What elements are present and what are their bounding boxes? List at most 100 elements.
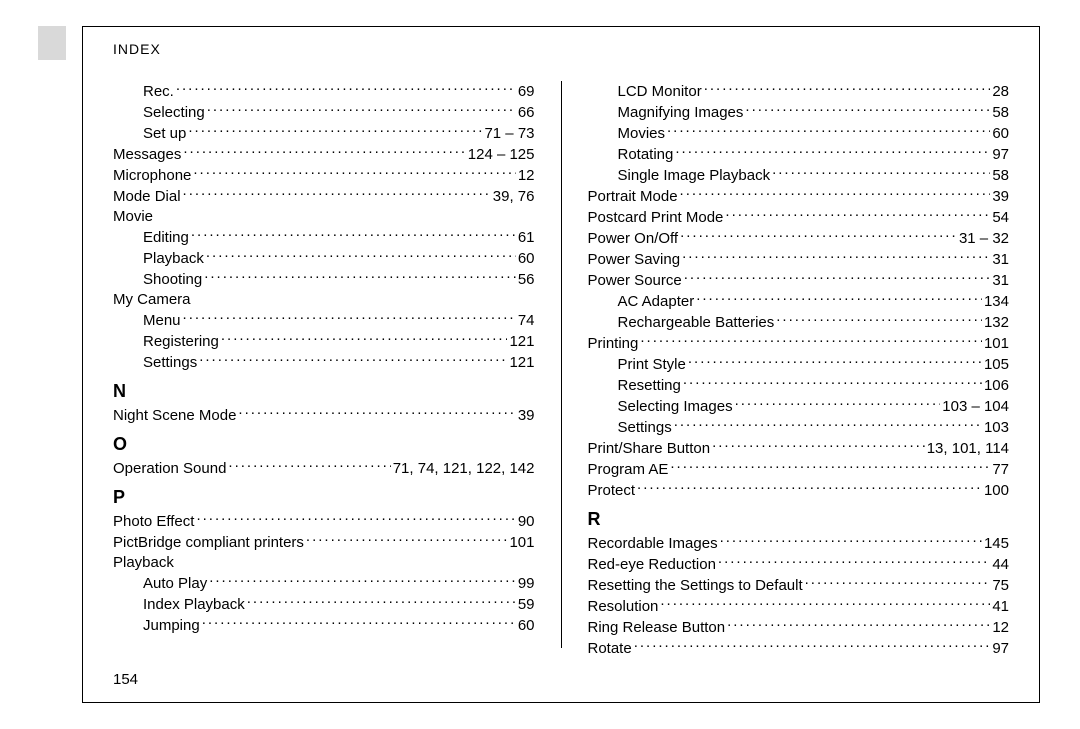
leader-dots: [238, 405, 515, 420]
leader-dots: [637, 480, 982, 495]
index-entry: Menu74: [113, 310, 535, 331]
leader-dots: [183, 310, 516, 325]
entry-page: 77: [992, 460, 1009, 480]
leader-dots: [727, 617, 990, 632]
entry-page: 121: [509, 332, 534, 352]
index-entry: Selecting Images103 – 104: [588, 396, 1010, 417]
tab-column: [0, 0, 82, 729]
index-entry: Protect100: [588, 480, 1010, 501]
index-entry: Playback: [113, 553, 535, 573]
index-entry: Recordable Images145: [588, 533, 1010, 554]
leader-dots: [674, 417, 982, 432]
index-entry: Resetting the Settings to Default75: [588, 575, 1010, 596]
leader-dots: [228, 458, 390, 473]
index-entry: Movies60: [588, 123, 1010, 144]
entry-label: Resetting: [618, 376, 681, 396]
index-entry: Magnifying Images 58: [588, 102, 1010, 123]
entry-page: 41: [992, 597, 1009, 617]
entry-label: Playback: [113, 553, 174, 573]
index-entry: Selecting66: [113, 102, 535, 123]
index-entry: Jumping60: [113, 615, 535, 636]
index-entry: Ring Release Button12: [588, 617, 1010, 638]
index-entry: Power Saving 31: [588, 249, 1010, 270]
entry-page: 132: [984, 313, 1009, 333]
entry-page: 145: [984, 534, 1009, 554]
leader-dots: [720, 533, 982, 548]
entry-label: Rechargeable Batteries: [618, 313, 775, 333]
index-entry: Registering121: [113, 331, 535, 352]
leader-dots: [193, 165, 515, 180]
page-number: 154: [113, 671, 138, 688]
index-entry: Rechargeable Batteries 132: [588, 312, 1010, 333]
entry-page: 97: [992, 639, 1009, 659]
index-entry: Single Image Playback58: [588, 165, 1010, 186]
entry-page: 60: [518, 249, 535, 269]
index-entry: Operation Sound71, 74, 121, 122, 142: [113, 458, 535, 479]
entry-page: 106: [984, 376, 1009, 396]
entry-page: 101: [984, 334, 1009, 354]
entry-label: Shooting: [143, 270, 202, 290]
entry-label: Movie: [113, 207, 153, 227]
right-column: LCD Monitor28Magnifying Images 58Movies60…: [561, 81, 1010, 648]
entry-page: 54: [992, 208, 1009, 228]
entry-label: Rotate: [588, 639, 632, 659]
leader-dots: [183, 186, 491, 201]
index-entry: Mode Dial39, 76: [113, 186, 535, 207]
leader-dots: [776, 312, 982, 327]
entry-label: AC Adapter: [618, 292, 695, 312]
entry-page: 31: [992, 250, 1009, 270]
index-entry: Rec.69: [113, 81, 535, 102]
entry-label: Power On/Off: [588, 229, 679, 249]
entry-label: Power Source: [588, 271, 682, 291]
entry-label: Playback: [143, 249, 204, 269]
entry-page: 59: [518, 595, 535, 615]
entry-label: Selecting: [143, 103, 205, 123]
entry-label: Print Style: [618, 355, 686, 375]
entry-page: 61: [518, 228, 535, 248]
entry-label: Portrait Mode: [588, 187, 678, 207]
index-entry: Editing61: [113, 227, 535, 248]
entry-label: Power Saving: [588, 250, 681, 270]
leader-dots: [675, 144, 990, 159]
leader-dots: [196, 511, 515, 526]
entry-page: 60: [518, 616, 535, 636]
index-header: INDEX: [113, 41, 1009, 57]
entry-page: 12: [518, 166, 535, 186]
index-entry: Print Style 105: [588, 354, 1010, 375]
entry-page: 28: [992, 82, 1009, 102]
entry-page: 134: [984, 292, 1009, 312]
index-entry: Postcard Print Mode54: [588, 207, 1010, 228]
entry-page: 39: [992, 187, 1009, 207]
index-entry: Microphone12: [113, 165, 535, 186]
entry-page: 58: [992, 103, 1009, 123]
entry-label: Photo Effect: [113, 512, 194, 532]
entry-page: 101: [509, 533, 534, 553]
entry-page: 69: [518, 82, 535, 102]
leader-dots: [682, 249, 990, 264]
index-letter: P: [113, 483, 535, 511]
entry-label: Magnifying Images: [618, 103, 744, 123]
leader-dots: [735, 396, 941, 411]
page-container: INDEX Rec.69Selecting66Set up71 – 73Mess…: [0, 0, 1080, 729]
entry-page: 105: [984, 355, 1009, 375]
index-letter: N: [113, 377, 535, 405]
index-entry: Resetting 106: [588, 375, 1010, 396]
index-letter: O: [113, 430, 535, 458]
leader-dots: [704, 81, 991, 96]
entry-label: Auto Play: [143, 574, 207, 594]
entry-page: 103 – 104: [942, 397, 1009, 417]
entry-label: Settings: [143, 353, 197, 373]
index-entry: Power Source31: [588, 270, 1010, 291]
entry-page: 56: [518, 270, 535, 290]
index-entry: LCD Monitor28: [588, 81, 1010, 102]
leader-dots: [191, 227, 516, 242]
index-entry: Portrait Mode 39: [588, 186, 1010, 207]
tab-marker: [38, 26, 66, 60]
leader-dots: [188, 123, 482, 138]
index-entry: Messages124 – 125: [113, 144, 535, 165]
leader-dots: [202, 615, 516, 630]
entry-page: 124 – 125: [468, 145, 535, 165]
leader-dots: [247, 594, 516, 609]
index-entry: Photo Effect90: [113, 511, 535, 532]
entry-label: Program AE: [588, 460, 669, 480]
